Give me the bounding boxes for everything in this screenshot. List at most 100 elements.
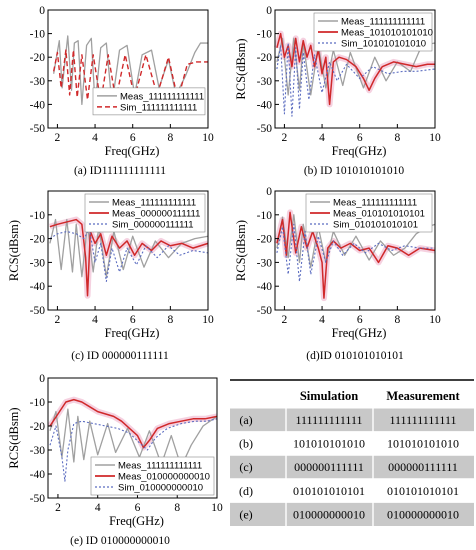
table-row-shade — [230, 408, 474, 432]
table-cell: (d) — [239, 484, 253, 498]
x-tick-label: 6 — [130, 132, 136, 144]
y-tick-label: -10 — [30, 397, 46, 409]
x-tick-label: 4 — [319, 132, 325, 144]
legend-label: Sim_010101010101 — [333, 220, 418, 231]
legend-label: Meas_111111111111 — [333, 198, 417, 209]
y-tick-label: -30 — [30, 445, 46, 457]
y-tick-label: 0 — [39, 373, 45, 385]
x-tick-label: 8 — [394, 132, 400, 144]
x-tick-label: 4 — [92, 132, 98, 144]
table-cell: (c) — [239, 460, 252, 474]
legend-label: Meas_101010101010 — [341, 28, 433, 39]
chart-panel: 2 4 6 8 10 -10 -20 -30 -40 -50 Freq(GHz) RCS(dBsm) M… — [7, 190, 214, 362]
y-tick-label: 0 — [266, 5, 272, 17]
legend-label: Meas_000000111111 — [112, 209, 200, 220]
x-tick-label: 8 — [174, 502, 180, 514]
series-line — [52, 49, 208, 103]
panel-caption: (b) ID 101010101010 — [304, 165, 405, 177]
x-tick-label: 6 — [135, 502, 141, 514]
legend-label: Sim_000000111111 — [112, 220, 194, 231]
chart-panel: 2 4 6 8 10 0 -10 -20 -30 -40 -50 Freq(GHz) RCS(dBsm)… — [234, 186, 441, 362]
x-tick-label: 2 — [55, 502, 61, 514]
x-tick-label: 2 — [282, 314, 288, 326]
legend-label: Meas_010000000010 — [118, 472, 210, 483]
y-tick-label: -20 — [30, 234, 46, 246]
x-axis-label: Freq(GHz) — [105, 144, 160, 158]
legend-label: Meas_010101010101 — [333, 209, 425, 220]
table-row-shade — [230, 502, 474, 526]
x-tick-label: 8 — [167, 132, 173, 144]
y-tick-label: -10 — [30, 29, 46, 41]
x-axis-label: Freq(GHz) — [109, 514, 164, 528]
series-line — [49, 218, 209, 297]
series-line — [276, 223, 435, 282]
plot-frame — [47, 190, 209, 311]
table-header: Simulation — [300, 389, 358, 403]
y-tick-label: -10 — [30, 210, 46, 222]
x-tick-label: 6 — [357, 314, 363, 326]
series-line — [49, 218, 209, 278]
y-tick-label: -40 — [30, 281, 46, 293]
y-axis-label: RCS(dBsm) — [7, 220, 21, 281]
y-tick-label: -40 — [30, 99, 46, 111]
y-axis-label: RCS(dBsm) — [7, 407, 21, 468]
y-tick-label: -50 — [257, 123, 273, 135]
y-tick-label: -40 — [257, 281, 273, 293]
y-tick-label: -40 — [257, 99, 273, 111]
y-tick-label: -20 — [257, 52, 273, 64]
series-line — [49, 398, 218, 449]
x-tick-label: 4 — [92, 314, 98, 326]
legend-box — [92, 87, 206, 116]
table-cell: 010000000010 — [293, 507, 365, 521]
y-tick-label: -10 — [257, 210, 273, 222]
plot-frame — [47, 9, 209, 129]
plot-frame — [47, 377, 218, 499]
plot-frame — [274, 9, 436, 129]
y-tick-label: -30 — [30, 76, 46, 88]
table-cell: (e) — [239, 507, 252, 521]
y-tick-label: -40 — [30, 469, 46, 481]
x-tick-label: 2 — [55, 132, 61, 144]
y-tick-label: -20 — [257, 234, 273, 246]
series-line — [276, 211, 436, 299]
panel-caption: (d)ID 010101010101 — [306, 350, 404, 362]
x-tick-label: 10 — [429, 314, 441, 326]
series-line — [276, 32, 435, 106]
y-tick-label: -30 — [30, 257, 46, 269]
x-tick-label: 10 — [202, 132, 214, 144]
table-cell: 101010101010 — [387, 437, 459, 451]
id-table: Simulation Measurement (a) 111111111111 1111… — [230, 379, 474, 526]
plot-frame — [274, 190, 436, 311]
x-tick-label: 6 — [357, 132, 363, 144]
legend-label: Meas_111111111111 — [120, 91, 204, 102]
x-tick-label: 6 — [130, 314, 136, 326]
table-cell: 000000111111 — [294, 460, 364, 474]
y-tick-label: -50 — [30, 123, 46, 135]
chart-panel: 2 4 6 8 10 0 -10 -20 -30 -40 -50 Freq(GHz) Meas_1111… — [30, 5, 214, 177]
legend-label: Sim_010000000010 — [118, 483, 203, 494]
y-axis-label: RCS(dBsm) — [234, 220, 248, 281]
table-header: Measurement — [386, 389, 460, 403]
x-axis-label: Freq(GHz) — [332, 144, 387, 158]
table-cell: 010000000010 — [387, 507, 459, 521]
x-tick-label: 10 — [202, 314, 214, 326]
series-line — [276, 42, 436, 117]
legend-label: Meas_111111111111 — [341, 17, 425, 28]
table-cell: (b) — [239, 437, 253, 451]
y-tick-label: -30 — [257, 257, 273, 269]
y-tick-label: -50 — [30, 493, 46, 505]
panel-caption: (c) ID 000000111111 — [71, 350, 169, 362]
y-tick-label: -20 — [30, 421, 46, 433]
table-cell: (a) — [239, 413, 252, 427]
table-cell: 101010101010 — [293, 437, 365, 451]
x-tick-label: 2 — [55, 314, 61, 326]
x-tick-label: 10 — [211, 502, 223, 514]
table-cell: 010101010101 — [293, 484, 365, 498]
table-cell: 000000111111 — [388, 460, 458, 474]
table-cell: 010101010101 — [387, 484, 459, 498]
series-line — [49, 418, 218, 482]
x-tick-label: 4 — [95, 502, 101, 514]
series-line — [49, 228, 209, 282]
legend-label: Meas_111111111111 — [118, 461, 202, 472]
